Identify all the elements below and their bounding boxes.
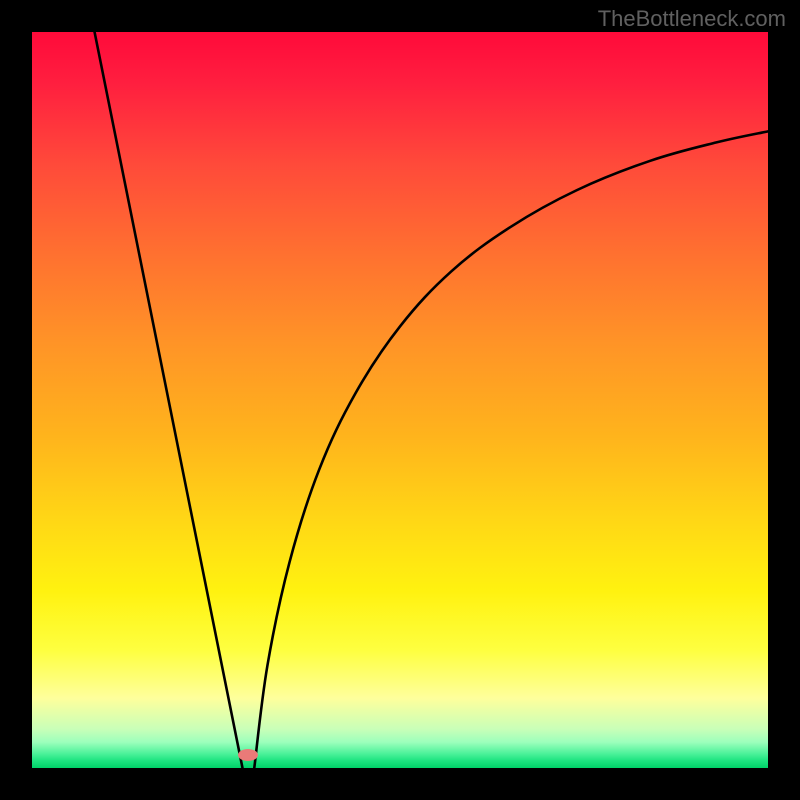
bottleneck-curve bbox=[32, 32, 768, 768]
plot-frame bbox=[32, 32, 768, 768]
curve-right-branch bbox=[254, 131, 768, 768]
optimum-marker bbox=[238, 749, 258, 761]
curve-left-branch bbox=[95, 32, 243, 768]
attribution-text: TheBottleneck.com bbox=[598, 6, 786, 32]
